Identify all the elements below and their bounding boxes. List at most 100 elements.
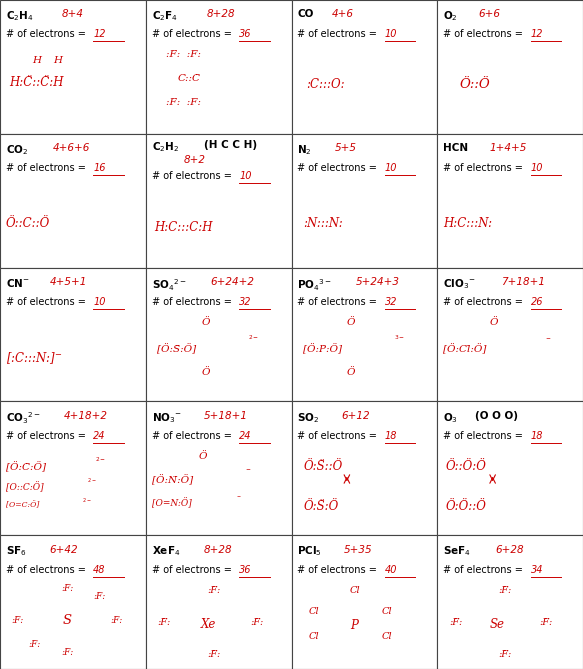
Bar <box>292 134 437 268</box>
Text: # of electrons =: # of electrons = <box>297 163 380 173</box>
Text: XeF$_4$: XeF$_4$ <box>152 545 180 559</box>
Text: 16: 16 <box>93 163 106 173</box>
Text: Ö:S̈:Ö: Ö:S̈:Ö <box>303 500 338 513</box>
Text: :F̈:: :F̈: <box>157 618 171 627</box>
Text: :F̈:: :F̈: <box>61 648 73 658</box>
Text: # of electrons =: # of electrons = <box>443 565 526 575</box>
Text: $^{2-}$: $^{2-}$ <box>82 498 92 504</box>
Text: 1+4+5: 1+4+5 <box>490 143 527 153</box>
Text: # of electrons =: # of electrons = <box>297 29 380 39</box>
Text: CO$_3$$^{2-}$: CO$_3$$^{2-}$ <box>6 411 41 426</box>
Text: Ö::Ö: Ö::Ö <box>459 78 490 90</box>
Text: $^{-}$: $^{-}$ <box>236 494 242 500</box>
Text: CO$_2$: CO$_2$ <box>6 143 28 157</box>
Text: [Ö:Cl̈:Ö]: [Ö:Cl̈:Ö] <box>443 344 486 355</box>
Text: :F̈:  :F̈:: :F̈: :F̈: <box>166 98 201 106</box>
Text: Cl̈: Cl̈ <box>382 632 392 640</box>
Text: 6+24+2: 6+24+2 <box>210 277 254 287</box>
Text: # of electrons =: # of electrons = <box>6 163 89 173</box>
Text: NO$_3$$^{-}$: NO$_3$$^{-}$ <box>152 411 181 425</box>
Bar <box>292 0 437 134</box>
Text: Cl̈: Cl̈ <box>309 632 319 640</box>
Text: [:C:::N:]$^{-}$: [:C:::N:]$^{-}$ <box>6 351 62 367</box>
Text: 8+28: 8+28 <box>204 545 233 555</box>
Text: 8+2: 8+2 <box>184 155 206 165</box>
Text: $^{-}$: $^{-}$ <box>545 334 552 343</box>
Text: $^{-}$: $^{-}$ <box>245 466 251 474</box>
Text: $^{3-}$: $^{3-}$ <box>394 334 405 343</box>
Text: H:C:::C:H: H:C:::C:H <box>154 221 213 233</box>
Text: H    H: H H <box>32 56 63 65</box>
Text: S: S <box>62 614 72 628</box>
Bar <box>292 401 437 535</box>
Text: # of electrons =: # of electrons = <box>152 297 234 307</box>
Text: H:C̈::C̈:H: H:C̈::C̈:H <box>9 76 63 89</box>
Bar <box>146 134 292 268</box>
Text: 12: 12 <box>531 29 543 39</box>
Bar <box>437 134 583 268</box>
Text: 6+28: 6+28 <box>496 545 524 555</box>
Text: Ö:Ö::Ö: Ö:Ö::Ö <box>446 500 487 513</box>
Text: # of electrons =: # of electrons = <box>297 297 380 307</box>
Text: 4+6+6: 4+6+6 <box>52 143 90 153</box>
Text: CO: CO <box>297 9 314 19</box>
Text: 5+35: 5+35 <box>344 545 373 555</box>
Text: 4+18+2: 4+18+2 <box>64 411 108 421</box>
Text: 10: 10 <box>531 163 543 173</box>
Text: # of electrons =: # of electrons = <box>443 29 526 39</box>
Text: 4+6: 4+6 <box>332 9 354 19</box>
Text: :F̈:: :F̈: <box>207 586 220 595</box>
Text: ClO$_3$$^{-}$: ClO$_3$$^{-}$ <box>443 277 476 291</box>
Text: :F̈:: :F̈: <box>207 650 220 659</box>
Text: H:C:::N:: H:C:::N: <box>443 217 492 229</box>
Text: (H C C H): (H C C H) <box>204 140 257 151</box>
Text: Ö: Ö <box>198 452 207 461</box>
Text: Ö: Ö <box>201 368 210 377</box>
Bar <box>437 0 583 134</box>
Text: # of electrons =: # of electrons = <box>152 29 234 39</box>
Text: :N:::N:: :N:::N: <box>303 217 343 229</box>
Text: [Ö:S̈:Ö]: [Ö:S̈:Ö] <box>157 344 196 355</box>
Text: 5+24+3: 5+24+3 <box>356 277 399 287</box>
Text: [O=C:Ö]: [O=C:Ö] <box>6 502 39 510</box>
Text: :F̈:: :F̈: <box>251 618 264 627</box>
Bar <box>0 268 146 401</box>
Text: Cl̈: Cl̈ <box>382 607 392 616</box>
Text: # of electrons =: # of electrons = <box>152 171 234 181</box>
Bar <box>0 401 146 535</box>
Text: # of electrons =: # of electrons = <box>443 431 526 441</box>
Text: C̈::C̈: C̈::C̈ <box>178 74 201 82</box>
Text: 8+28: 8+28 <box>207 9 236 19</box>
Text: Ö: Ö <box>347 318 356 327</box>
Text: P: P <box>350 619 358 632</box>
Text: [Ö:C̈:Ö]: [Ö:C̈:Ö] <box>6 462 46 472</box>
Text: (O O O): (O O O) <box>475 411 518 421</box>
Text: HCN: HCN <box>443 143 468 153</box>
Text: # of electrons =: # of electrons = <box>152 565 234 575</box>
Bar <box>146 0 292 134</box>
Text: 12: 12 <box>93 29 106 39</box>
Text: C$_2$F$_4$: C$_2$F$_4$ <box>152 9 178 23</box>
Text: :F̈:: :F̈: <box>498 650 512 659</box>
Text: 7+18+1: 7+18+1 <box>501 277 545 287</box>
Text: :F̈:: :F̈: <box>539 618 553 627</box>
Text: $^{2-}$: $^{2-}$ <box>248 334 259 343</box>
Text: 24: 24 <box>93 431 106 441</box>
Text: Se: Se <box>490 618 505 631</box>
Text: SF$_6$: SF$_6$ <box>6 545 27 559</box>
Text: 6+42: 6+42 <box>50 545 78 555</box>
Text: # of electrons =: # of electrons = <box>297 565 380 575</box>
Text: 18: 18 <box>385 431 397 441</box>
Text: # of electrons =: # of electrons = <box>6 565 89 575</box>
Text: :F̈:: :F̈: <box>449 618 462 627</box>
Text: 40: 40 <box>385 565 397 575</box>
Bar <box>437 535 583 669</box>
Text: 8+4: 8+4 <box>61 9 83 19</box>
Text: :F̈:: :F̈: <box>11 616 24 626</box>
Bar <box>0 535 146 669</box>
Text: 10: 10 <box>93 297 106 307</box>
Text: Ö: Ö <box>347 368 356 377</box>
Bar <box>146 268 292 401</box>
Text: [Ö:P̈:Ö]: [Ö:P̈:Ö] <box>303 344 342 355</box>
Text: Cl̈: Cl̈ <box>309 607 319 616</box>
